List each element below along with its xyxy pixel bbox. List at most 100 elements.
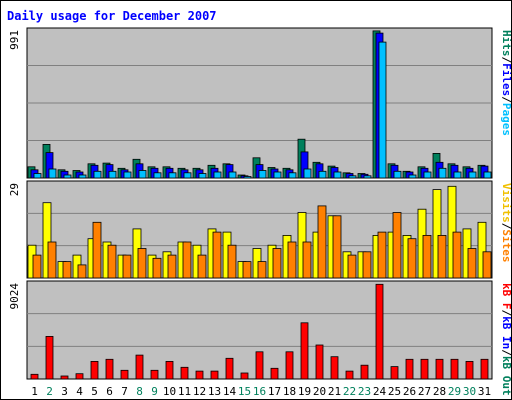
tick-label-day: 3	[61, 385, 68, 398]
tick-label-day: 23	[358, 385, 371, 398]
bar-sites	[257, 261, 267, 279]
legend-entry: kB Out	[500, 356, 511, 396]
panel-legend: Visits/Sites	[500, 183, 511, 263]
bar-sites	[77, 264, 87, 279]
bar-kb-f	[360, 364, 369, 380]
bar-pages	[183, 172, 192, 179]
tick-label-day: 21	[328, 385, 341, 398]
bar-pages	[243, 176, 252, 179]
bar-kb-f	[480, 358, 489, 380]
bar-sites	[272, 248, 282, 279]
bar-pages	[303, 168, 312, 179]
bar-sites	[212, 231, 222, 279]
bar-kb-f	[315, 344, 324, 380]
bar-kb-f	[390, 366, 399, 380]
bar-pages	[213, 171, 222, 179]
legend-separator: /	[500, 349, 511, 356]
bar-sites	[182, 241, 192, 279]
tick-label-day: 20	[313, 385, 326, 398]
bar-sites	[347, 254, 357, 279]
bar-kb-f	[285, 351, 294, 380]
bar-pages	[453, 171, 462, 179]
bar-pages	[318, 170, 327, 179]
tick-label-day: 6	[106, 385, 113, 398]
legend-separator: /	[500, 96, 511, 103]
bar-sites	[392, 212, 402, 279]
bar-pages	[153, 172, 162, 179]
bar-kb-f	[450, 358, 459, 380]
bar-kb-f	[165, 360, 174, 380]
bar-sites	[227, 244, 237, 279]
tick-label-day: 7	[121, 385, 128, 398]
bar-kb-f	[420, 358, 429, 380]
bar-sites	[332, 215, 342, 279]
legend-entry: Hits	[500, 30, 511, 57]
bar-pages	[363, 175, 372, 179]
bar-pages	[48, 168, 57, 179]
tick-label-day: 10	[163, 385, 176, 398]
bar-sites	[122, 254, 132, 279]
bar-pages	[438, 167, 447, 179]
tick-label-day: 18	[283, 385, 296, 398]
bar-pages	[288, 172, 297, 179]
chart-title: Daily usage for December 2007	[7, 9, 217, 23]
legend-entry: kB F	[500, 283, 511, 310]
panel-max-label: 29	[8, 183, 21, 196]
bar-sites	[467, 248, 477, 279]
tick-label-day: 13	[208, 385, 221, 398]
bar-kb-f	[375, 283, 384, 380]
bar-pages	[378, 41, 387, 179]
bar-pages	[468, 171, 477, 179]
legend-entry: Pages	[500, 103, 511, 136]
bar-sites	[407, 238, 417, 279]
legend-entry: kB In	[500, 316, 511, 349]
bar-sites	[152, 257, 162, 279]
bar-sites	[317, 205, 327, 279]
tick-label-day: 1	[31, 385, 38, 398]
legend-entry: Sites	[500, 229, 511, 262]
tick-label-day: 15	[238, 385, 251, 398]
bar-pages	[273, 171, 282, 179]
bar-pages	[228, 171, 237, 179]
tick-label-day: 30	[463, 385, 476, 398]
tick-label-day: 4	[76, 385, 83, 398]
bar-sites	[302, 241, 312, 279]
bar-pages	[393, 170, 402, 179]
bar-sites	[422, 234, 432, 279]
bar-sites	[437, 234, 447, 279]
legend-separator: /	[500, 57, 511, 64]
bar-sites	[32, 254, 42, 279]
tick-label-day: 31	[478, 385, 491, 398]
bar-sites	[482, 251, 492, 279]
bar-kb-f	[150, 369, 159, 380]
panel-legend: Hits/Files/Pages	[500, 30, 511, 136]
tick-label-day: 17	[268, 385, 281, 398]
bar-kb-f	[30, 373, 39, 380]
bar-kb-f	[345, 370, 354, 380]
bar-kb-f	[300, 322, 309, 380]
bar-pages	[333, 171, 342, 179]
bar-visits	[432, 189, 442, 279]
bar-visits	[477, 221, 487, 279]
bar-kb-f	[45, 335, 54, 380]
bar-kb-f	[210, 370, 219, 380]
bar-kb-f	[240, 372, 249, 380]
tick-label-day: 8	[136, 385, 143, 398]
legend-separator: /	[500, 310, 511, 317]
bar-sites	[452, 231, 462, 279]
tick-label-day: 28	[433, 385, 446, 398]
bar-kb-f	[435, 358, 444, 380]
bar-sites	[62, 261, 72, 279]
bar-pages	[138, 170, 147, 179]
tick-label-day: 29	[448, 385, 461, 398]
bar-sites	[92, 221, 102, 279]
bar-kb-f	[465, 360, 474, 380]
legend-separator: /	[500, 223, 511, 230]
bar-kb-f	[105, 358, 114, 380]
legend-entry: Visits	[500, 183, 511, 223]
panel-visits-sites: 29 Visits/Sites	[8, 180, 511, 279]
panel-max-label: 9024	[8, 283, 21, 310]
